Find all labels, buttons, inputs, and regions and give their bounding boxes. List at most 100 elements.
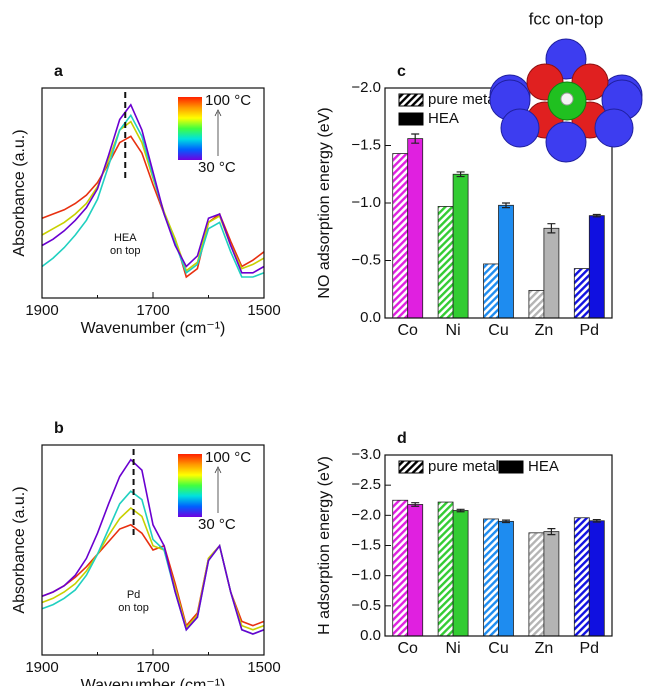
annotation: on top bbox=[110, 245, 141, 257]
annotation: on top bbox=[118, 602, 149, 614]
atom bbox=[545, 121, 587, 163]
bar bbox=[483, 518, 499, 637]
bar bbox=[392, 153, 409, 319]
y-tick-label: −1.5 bbox=[351, 536, 381, 553]
x-tick-label: Ni bbox=[446, 322, 461, 339]
x-tick-label: Zn bbox=[535, 322, 554, 339]
bar bbox=[528, 289, 545, 319]
bar bbox=[392, 499, 409, 637]
y-tick-label: −1.5 bbox=[351, 136, 381, 153]
legend-swatch bbox=[498, 460, 524, 474]
y-tick-label: −2.0 bbox=[351, 79, 381, 96]
legend-label: pure metal bbox=[428, 458, 499, 475]
atom bbox=[500, 108, 540, 148]
y-tick-label: 0.0 bbox=[360, 309, 381, 326]
y-axis-label: Absorbance (a.u.) bbox=[11, 486, 28, 613]
inset-title: fcc on-top bbox=[529, 9, 604, 28]
legend-swatch bbox=[398, 93, 424, 107]
x-tick-label: Cu bbox=[488, 640, 508, 657]
y-tick-label: −0.5 bbox=[351, 251, 381, 268]
annotation: Pd bbox=[127, 589, 140, 601]
y-axis-label: Absorbance (a.u.) bbox=[11, 129, 28, 256]
x-tick-label: Pd bbox=[580, 322, 600, 339]
colorbar-label: 100 °C bbox=[205, 92, 251, 109]
error-bar bbox=[592, 518, 601, 523]
error-bar bbox=[547, 223, 556, 234]
legend-label: HEA bbox=[428, 110, 459, 127]
bar bbox=[573, 268, 590, 319]
colorbar bbox=[178, 97, 202, 160]
y-tick-label: −2.0 bbox=[351, 506, 381, 523]
bar bbox=[452, 173, 469, 319]
x-axis-label: Wavenumber (cm⁻¹) bbox=[81, 677, 226, 686]
panel-label: c bbox=[397, 63, 406, 80]
colorbar-label: 30 °C bbox=[198, 159, 236, 176]
colorbar bbox=[178, 454, 202, 517]
spectrum-line bbox=[41, 458, 265, 635]
bar bbox=[437, 206, 454, 319]
legend-swatch bbox=[398, 460, 424, 474]
x-tick-label: Cu bbox=[488, 322, 508, 339]
x-tick-label: Co bbox=[397, 322, 418, 339]
y-tick-label: 0.0 bbox=[360, 627, 381, 644]
bar bbox=[407, 504, 424, 637]
colorbar-label: 100 °C bbox=[205, 449, 251, 466]
y-tick-label: −1.0 bbox=[351, 567, 381, 584]
bar bbox=[452, 510, 469, 637]
panel-label: b bbox=[54, 420, 64, 437]
error-bar bbox=[502, 519, 510, 524]
bar bbox=[543, 531, 560, 637]
x-axis-label: Wavenumber (cm⁻¹) bbox=[81, 320, 226, 337]
atom bbox=[560, 92, 574, 106]
y-tick-label: −3.0 bbox=[351, 446, 381, 463]
atom bbox=[594, 108, 634, 148]
panel-label: a bbox=[54, 63, 63, 80]
bar bbox=[543, 227, 560, 319]
x-tick-label: Zn bbox=[535, 640, 554, 657]
spectrum-line bbox=[41, 103, 265, 274]
error-bar bbox=[456, 171, 465, 178]
error-bar bbox=[411, 133, 420, 144]
x-tick-label: 1500 bbox=[247, 659, 280, 676]
bar bbox=[407, 138, 424, 319]
colorbar-arrowhead bbox=[214, 109, 222, 117]
bar bbox=[498, 520, 514, 637]
y-tick-label: −0.5 bbox=[351, 597, 381, 614]
legend-label: HEA bbox=[528, 458, 559, 475]
x-tick-label: Ni bbox=[446, 640, 461, 657]
spectrum-line bbox=[41, 120, 265, 272]
bar bbox=[483, 263, 499, 319]
y-axis-label: NO adsorption energy (eV) bbox=[316, 107, 333, 298]
error-bar bbox=[502, 202, 510, 209]
error-bar bbox=[456, 508, 465, 513]
x-tick-label: 1700 bbox=[136, 659, 169, 676]
colorbar-label: 30 °C bbox=[198, 516, 236, 533]
x-tick-label: 1900 bbox=[25, 302, 58, 319]
plot-frame bbox=[384, 454, 613, 637]
y-tick-label: −1.0 bbox=[351, 194, 381, 211]
x-tick-label: 1500 bbox=[247, 302, 280, 319]
bar bbox=[498, 204, 514, 319]
bar bbox=[588, 215, 605, 319]
spectrum-line bbox=[41, 490, 265, 635]
bar bbox=[573, 517, 590, 637]
spectrum-line bbox=[41, 135, 265, 279]
colorbar-arrowhead bbox=[214, 466, 222, 474]
x-tick-label: Pd bbox=[580, 640, 600, 657]
bar bbox=[437, 501, 454, 637]
spectrum-line bbox=[41, 113, 265, 278]
x-tick-label: Co bbox=[397, 640, 418, 657]
x-tick-label: 1900 bbox=[25, 659, 58, 676]
atom-inset bbox=[489, 38, 643, 163]
x-tick-label: 1700 bbox=[136, 302, 169, 319]
bar bbox=[528, 532, 545, 637]
annotation: HEA bbox=[114, 232, 137, 244]
y-tick-label: −2.5 bbox=[351, 476, 381, 493]
legend-label: pure metal bbox=[428, 91, 499, 108]
error-bar bbox=[411, 502, 420, 507]
y-axis-label: H adsorption energy (eV) bbox=[316, 456, 333, 635]
legend-swatch bbox=[398, 112, 424, 126]
bar bbox=[588, 520, 605, 637]
error-bar bbox=[592, 213, 601, 218]
